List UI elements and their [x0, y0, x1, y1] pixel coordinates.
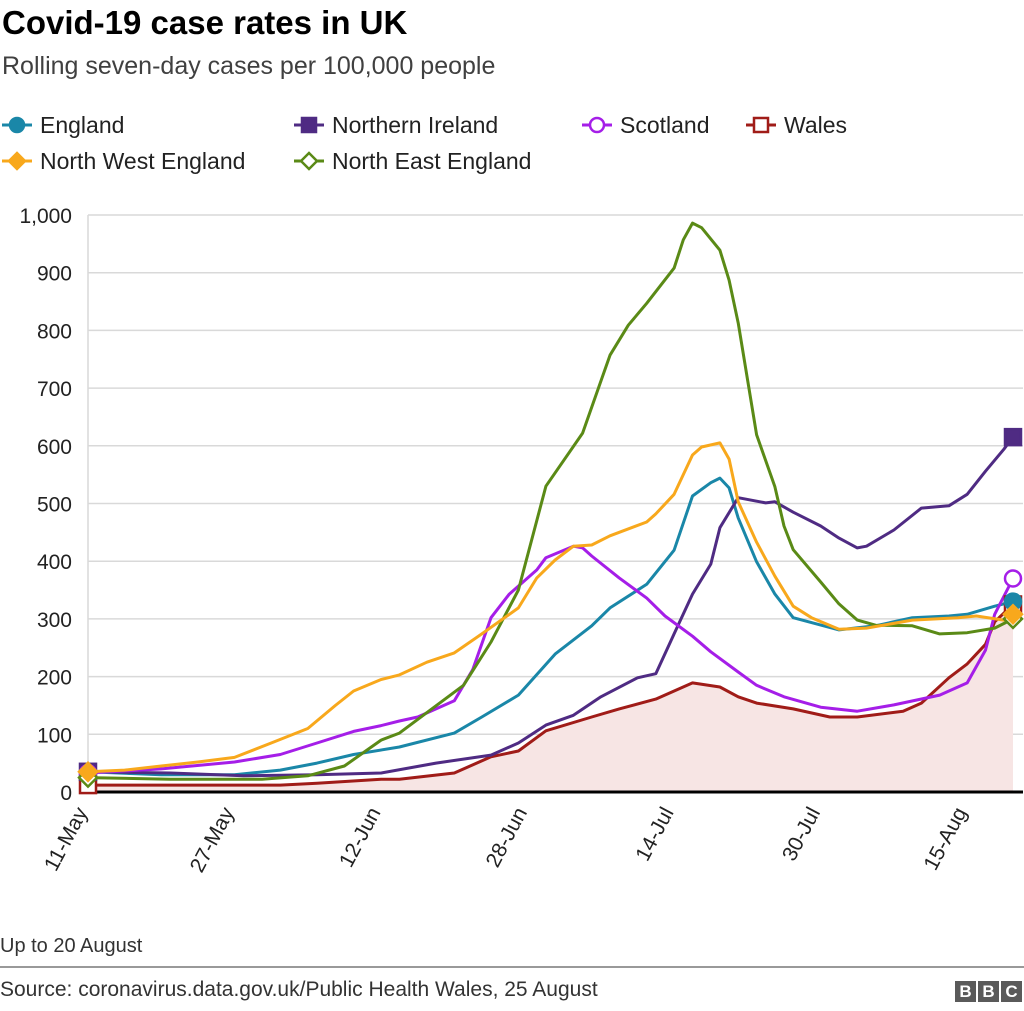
- legend-square-filled-icon: [294, 116, 324, 134]
- x-tick-label: 28-Jun: [482, 804, 532, 871]
- end-marker-north-west-england: [1002, 603, 1024, 626]
- y-tick-label: 100: [37, 724, 72, 747]
- legend-label: Scotland: [620, 111, 710, 138]
- y-tick-label: 400: [37, 551, 72, 574]
- legend-marker: [300, 116, 318, 134]
- chart-title: Covid-19 case rates in UK: [2, 4, 408, 41]
- legend-label: North East England: [332, 147, 532, 174]
- y-tick-label: 300: [37, 609, 72, 632]
- legend-item-northern-ireland: Northern Ireland: [292, 110, 498, 140]
- series-scotland: [87, 544, 1015, 775]
- footnote: Up to 20 August: [0, 935, 143, 957]
- x-tick-label: 14-Jul: [631, 804, 678, 865]
- legend-item-scotland: Scotland: [580, 110, 710, 140]
- area-wales: [88, 604, 1013, 792]
- x-tick-label: 11-May: [40, 803, 93, 875]
- legend-label: Northern Ireland: [332, 111, 499, 138]
- y-tick-label: 600: [37, 436, 72, 459]
- line-wales: [88, 603, 1015, 787]
- series-northern-ireland: [87, 436, 1015, 778]
- legend-marker: [7, 151, 27, 171]
- y-tick-label: 1,000: [19, 205, 72, 228]
- x-tick-label: 27-May: [186, 803, 239, 876]
- line-north-east-england: [87, 221, 1014, 781]
- y-tick-label: 0: [60, 782, 72, 805]
- x-tick-label: 30-Jul: [778, 804, 825, 865]
- line-northern-ireland: [87, 436, 1015, 778]
- legend-circle-filled-icon: [2, 116, 32, 134]
- chart-subtitle: Rolling seven-day cases per 100,000 peop…: [2, 52, 496, 80]
- x-tick-label: 15-Aug: [920, 804, 972, 875]
- legend-marker: [299, 151, 319, 171]
- series-north-east-england: [87, 221, 1014, 781]
- y-tick-label: 700: [37, 378, 72, 401]
- legend-marker: [8, 116, 26, 134]
- legend-circle-open-icon: [582, 116, 612, 134]
- legend-diamond-open-icon: [294, 151, 324, 171]
- legend-label: England: [40, 111, 125, 138]
- legend-square-open-icon: [746, 116, 776, 134]
- end-marker-scotland: [1003, 569, 1023, 588]
- line-north-west-england: [87, 441, 1014, 774]
- legend-item-north-west-england: North West England: [0, 146, 245, 176]
- legend-item-england: England: [0, 110, 124, 140]
- legend-item-wales: Wales: [744, 110, 847, 140]
- series-wales: [88, 603, 1015, 787]
- series-north-west-england: [87, 441, 1014, 774]
- start-marker-north-west-england: [77, 761, 99, 783]
- legend-diamond-filled-icon: [2, 151, 32, 171]
- y-tick-label: 900: [37, 263, 72, 286]
- legend-label: Wales: [784, 111, 848, 138]
- divider: [0, 966, 1024, 968]
- legend-marker: [752, 116, 770, 134]
- legend-item-north-east-england: North East England: [292, 146, 531, 176]
- line-scotland: [87, 544, 1015, 775]
- legend-label: North West England: [40, 147, 246, 174]
- y-tick-label: 200: [37, 667, 72, 690]
- line-chart: 0 100 200 300 400 500 600 700 800 900 1,000 11-May 2…: [19, 205, 1024, 876]
- legend-marker: [588, 116, 606, 134]
- x-tick-label: 12-Jun: [335, 804, 385, 871]
- end-marker-northern-ireland: [1003, 427, 1023, 447]
- y-tick-label: 800: [37, 320, 72, 343]
- y-tick-label: 500: [37, 494, 72, 517]
- source-text: Source: coronavirus.data.gov.uk/Public H…: [0, 978, 598, 1001]
